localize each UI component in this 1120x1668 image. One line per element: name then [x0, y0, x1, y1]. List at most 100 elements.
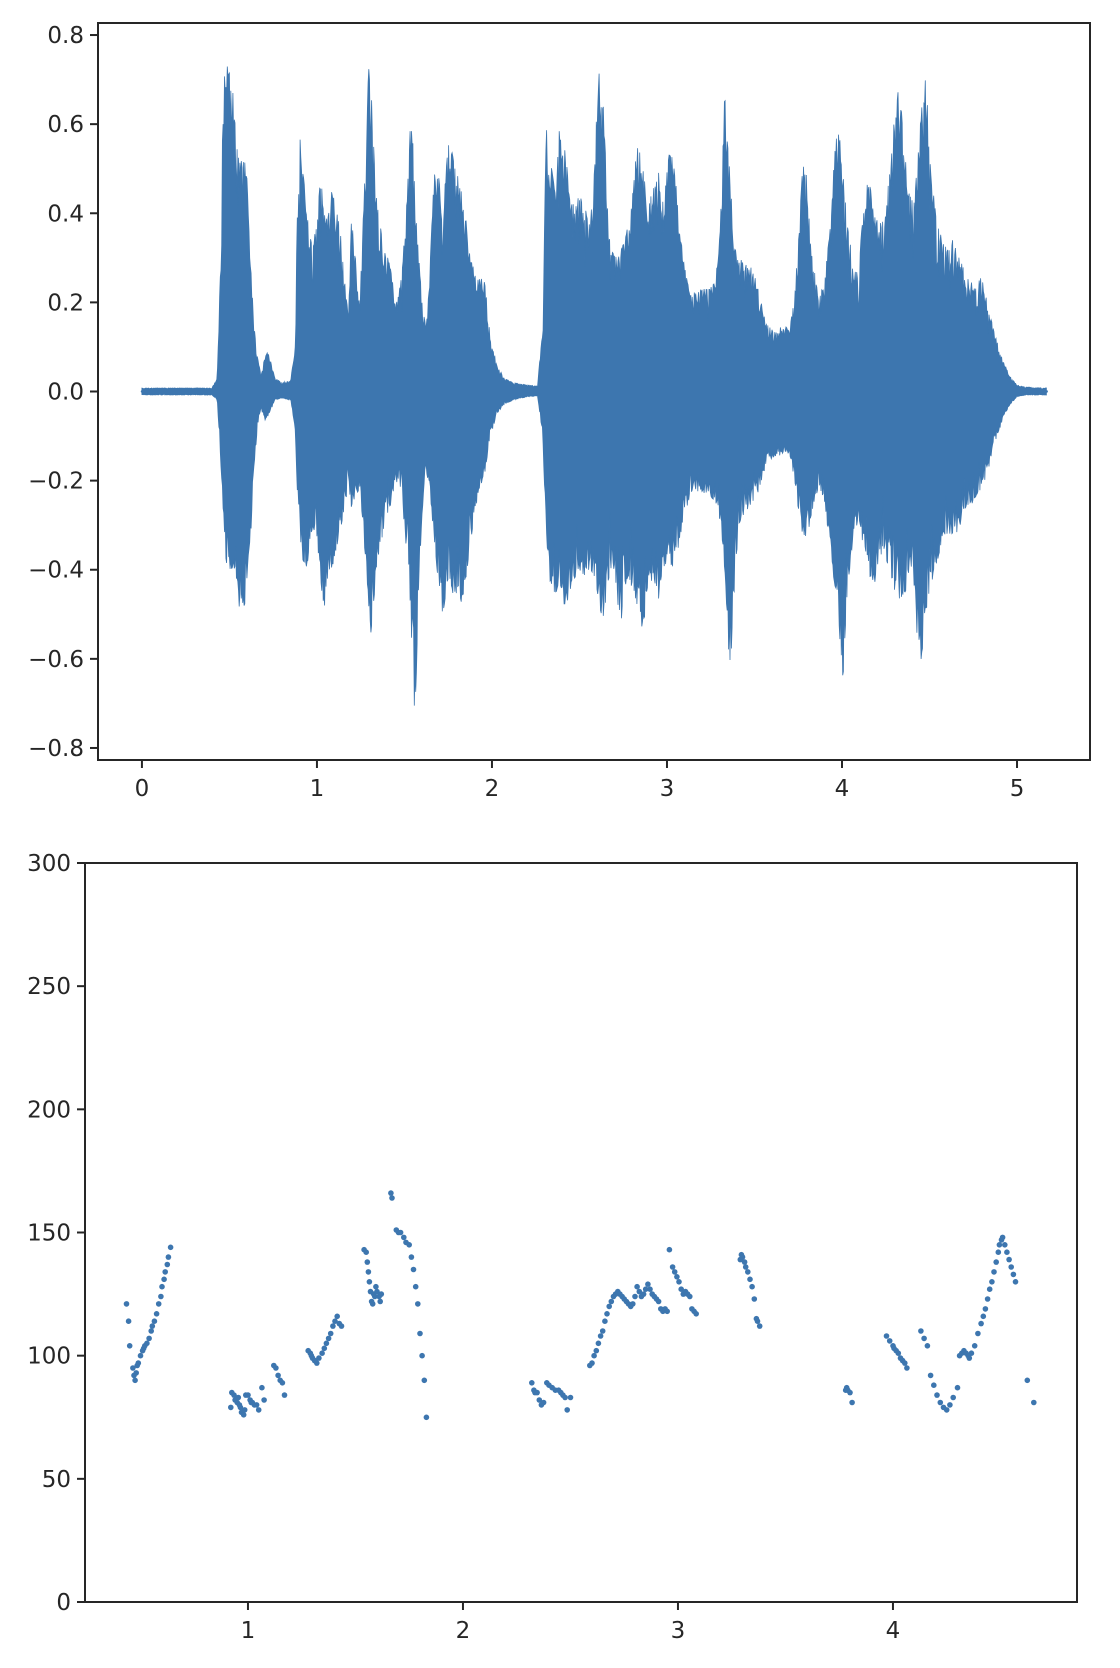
- pitch-point: [687, 1293, 693, 1300]
- pitch-point: [364, 1259, 371, 1265]
- pitch-point: [971, 1343, 978, 1349]
- pitch-point: [228, 1404, 234, 1411]
- pitch-point: [159, 1283, 165, 1290]
- pitch-point: [146, 1335, 152, 1342]
- pitch-point: [1002, 1242, 1008, 1248]
- waveform-x-tick-label: 1: [310, 776, 325, 802]
- pitch-point: [536, 1397, 543, 1403]
- pitch-point: [325, 1335, 332, 1342]
- waveform-y-tick-label: 0.2: [47, 290, 84, 316]
- pitch-point: [417, 1330, 423, 1337]
- pitch-point: [883, 1333, 890, 1339]
- pitch-point: [158, 1293, 164, 1300]
- pitch-point: [642, 1286, 649, 1292]
- pitch-point: [130, 1365, 136, 1371]
- pitch-point: [591, 1352, 597, 1359]
- waveform-x-tick-label: 4: [835, 776, 850, 802]
- pitch-point: [562, 1394, 568, 1401]
- pitch-point: [747, 1276, 753, 1283]
- pitch-point: [155, 1301, 162, 1307]
- pitch-y-tick-label: 300: [27, 851, 71, 877]
- waveform-chart: 0 1 2 3 4 5 0.8 0.6 0.4 0.2 0.0 −0.2 −0.4 −0.6 −0.8: [28, 22, 1091, 802]
- pitch-point: [241, 1407, 248, 1413]
- pitch-y-tick-label: 150: [27, 1221, 71, 1247]
- pitch-point: [279, 1380, 286, 1386]
- pitch-point: [374, 1288, 380, 1295]
- pitch-point: [918, 1328, 924, 1334]
- pitch-point: [608, 1298, 615, 1305]
- pitch-point: [132, 1377, 138, 1384]
- pitch-point: [369, 1301, 376, 1307]
- pitch-point: [749, 1283, 755, 1290]
- pitch-y-tick-label: 250: [27, 974, 71, 1000]
- pitch-point: [261, 1397, 267, 1403]
- pitch-point: [927, 1372, 934, 1379]
- pitch-point: [984, 1296, 991, 1302]
- pitch-point: [693, 1311, 699, 1317]
- pitch-point: [595, 1340, 602, 1347]
- pitch-x-tick-label: 1: [241, 1618, 256, 1644]
- pitch-point: [137, 1352, 144, 1359]
- pitch-point: [669, 1264, 676, 1270]
- pitch-point: [259, 1384, 265, 1391]
- pitch-y-tick-label: 100: [27, 1344, 71, 1370]
- waveform-x-tick-label: 2: [485, 776, 500, 802]
- pitch-point: [316, 1355, 322, 1361]
- pitch-point: [231, 1392, 237, 1398]
- pitch-point: [421, 1377, 428, 1384]
- waveform-y-tick-label: 0.4: [47, 201, 84, 227]
- waveform-trace: [141, 66, 1047, 706]
- pitch-point: [1024, 1377, 1031, 1384]
- pitch-point: [947, 1402, 953, 1408]
- pitch-point: [676, 1279, 682, 1285]
- pitch-point: [921, 1335, 927, 1342]
- pitch-point: [377, 1298, 384, 1305]
- pitch-point: [363, 1249, 370, 1255]
- pitch-point: [741, 1259, 748, 1265]
- pitch-point: [989, 1279, 995, 1285]
- pitch-point: [934, 1392, 940, 1398]
- pitch-point: [567, 1394, 574, 1401]
- pitch-point: [991, 1269, 997, 1275]
- pitch-point: [632, 1293, 638, 1300]
- pitch-point: [950, 1394, 956, 1401]
- pitch-point: [334, 1313, 341, 1320]
- pitch-point: [847, 1389, 853, 1396]
- pitch-point: [164, 1261, 171, 1268]
- pitch-point: [751, 1296, 758, 1302]
- pitch-point: [401, 1234, 407, 1241]
- pitch-point: [1010, 1271, 1017, 1278]
- pitch-point: [372, 1293, 378, 1300]
- pitch-point: [135, 1360, 142, 1366]
- pitch-x-tick-label: 2: [456, 1618, 471, 1644]
- pitch-point: [237, 1404, 244, 1411]
- pitch-point: [674, 1274, 680, 1280]
- pitch-point: [630, 1301, 636, 1307]
- waveform-y-tick-label: 0.0: [47, 380, 84, 406]
- pitch-point: [978, 1320, 984, 1327]
- pitch-point: [167, 1244, 174, 1251]
- pitch-point: [968, 1350, 975, 1356]
- pitch-y-tick-label: 200: [27, 1097, 71, 1123]
- pitch-point: [849, 1399, 855, 1406]
- pitch-point: [593, 1347, 600, 1354]
- pitch-point: [954, 1384, 961, 1391]
- pitch-point: [986, 1286, 993, 1292]
- pitch-point: [153, 1311, 160, 1317]
- waveform-y-tick-label: 0.8: [47, 23, 84, 49]
- pitch-point: [323, 1340, 330, 1347]
- pitch-point: [123, 1301, 130, 1307]
- pitch-point: [924, 1343, 931, 1349]
- pitch-point: [966, 1355, 973, 1361]
- pitch-point: [255, 1407, 262, 1413]
- waveform-y-tick-label: −0.2: [28, 469, 84, 495]
- pitch-point: [240, 1412, 247, 1418]
- pitch-point: [338, 1323, 345, 1329]
- pitch-point: [604, 1311, 610, 1317]
- pitch-point: [281, 1392, 288, 1398]
- pitch-point: [995, 1249, 1002, 1255]
- pitch-point: [589, 1360, 595, 1366]
- pitch-point: [647, 1286, 653, 1292]
